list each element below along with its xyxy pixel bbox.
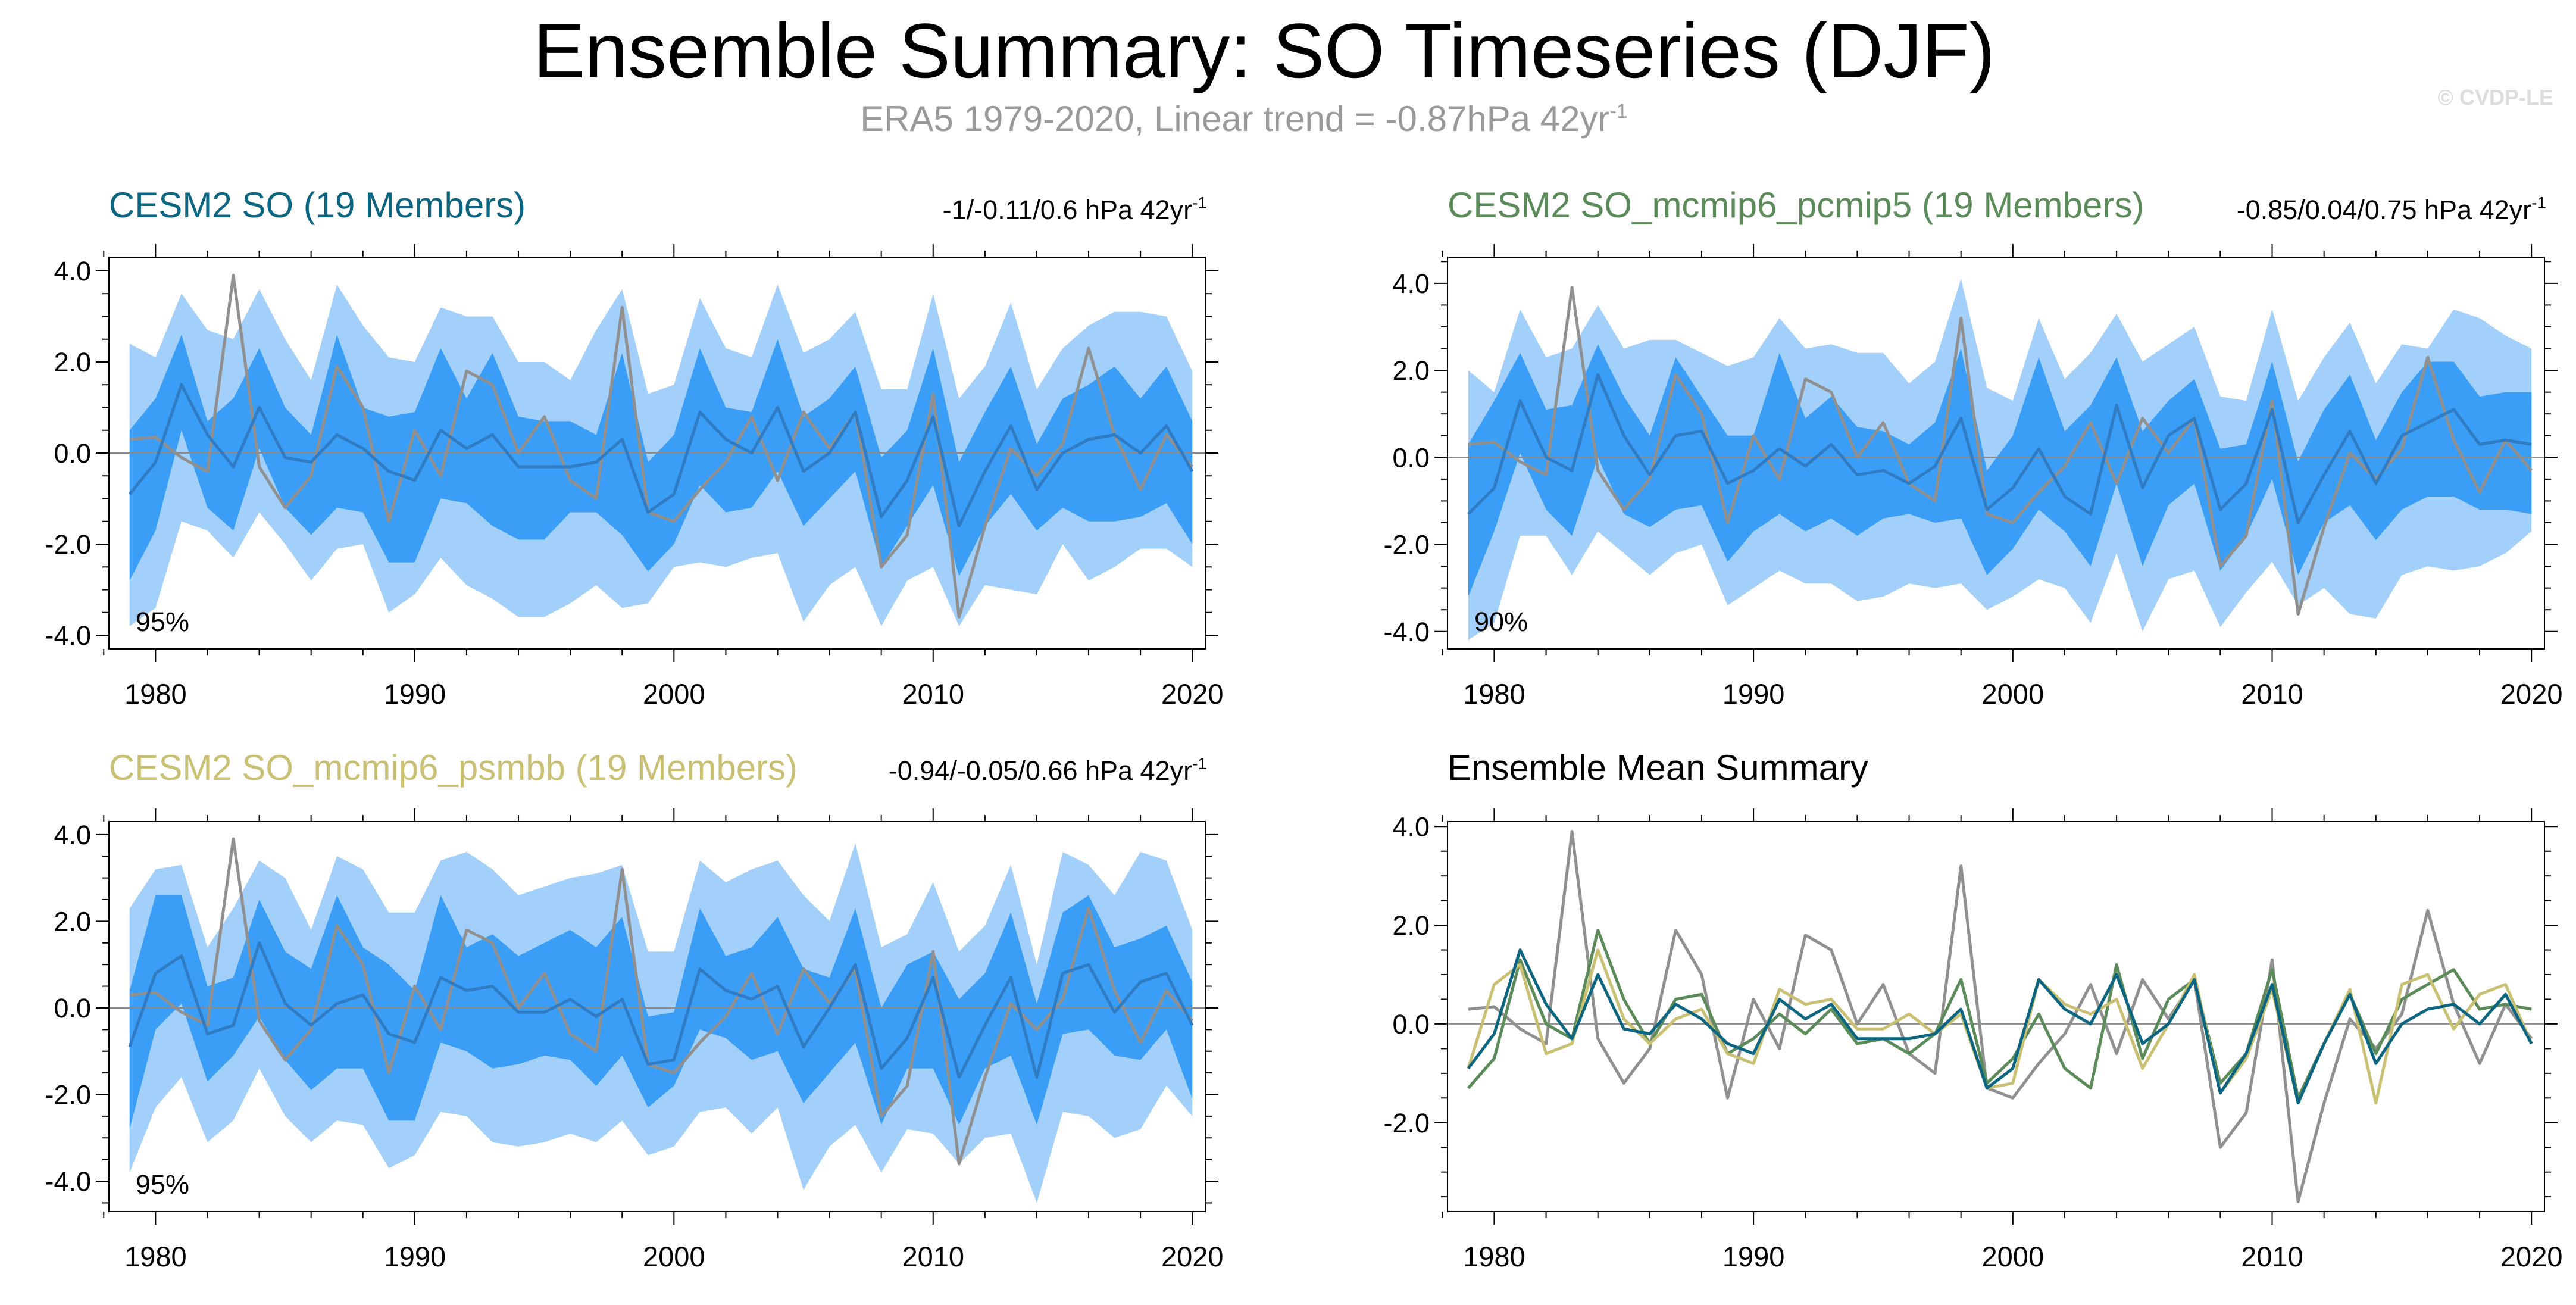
panel-title-p4: Ensemble Mean Summary <box>1448 748 1868 788</box>
panel-title-p2: CESM2 SO_mcmip6_pcmip5 (19 Members) <box>1448 185 2144 225</box>
y-tick-label: -2.0 <box>1383 530 1430 560</box>
percentile-label: 90% <box>1474 607 1528 637</box>
y-tick-label: 2.0 <box>54 906 91 936</box>
panel-trend-p1: -1/-0.11/0.6 hPa 42yr-1 <box>943 193 1207 225</box>
x-tick-label: 1980 <box>1463 1241 1525 1272</box>
inner-spread-band <box>129 335 1193 581</box>
x-tick-label: 1990 <box>1722 1241 1785 1272</box>
x-tick-label: 2010 <box>902 678 964 710</box>
trend-text-p3: -0.94/-0.05/0.66 hPa 42yr <box>889 755 1192 786</box>
y-tick-label: 0.0 <box>1392 1009 1430 1039</box>
panel-title-p3: CESM2 SO_mcmip6_psmbb (19 Members) <box>109 748 798 788</box>
y-tick-label: 0.0 <box>54 993 91 1023</box>
watermark: © CVDP-LE <box>2437 85 2553 110</box>
trend-text-p1: -1/-0.11/0.6 hPa 42yr <box>943 195 1192 225</box>
percentile-label: 95% <box>136 607 189 637</box>
x-tick-label: 2000 <box>643 1241 705 1272</box>
x-tick-label: 2020 <box>2500 678 2563 710</box>
chart-panel-cesm2-psmbb: 4.0 2.0 0.0 -2.0 -4.0 1980 1990 2000 2010 2020 95% <box>45 808 1224 1272</box>
x-tick-label: 2000 <box>1982 678 2044 710</box>
y-tick-label: 2.0 <box>1392 910 1430 941</box>
y-tick-label: -2.0 <box>45 1080 91 1110</box>
x-tick-label: 2020 <box>1161 678 1224 710</box>
series-line-3 <box>1467 948 2533 1105</box>
trend-text-p2: -0.85/0.04/0.75 hPa 42yr <box>2237 195 2531 225</box>
trend-sup-p1: -1 <box>1192 193 1207 212</box>
trend-sup-p3: -1 <box>1192 754 1207 773</box>
panel-trend-p2: -0.85/0.04/0.75 hPa 42yr-1 <box>2237 193 2546 225</box>
plot-frame <box>1447 821 2545 1212</box>
chart-panel-cesm2-pcmip5: 4.0 2.0 0.0 -2.0 -4.0 1980 1990 2000 2010 2020 90% <box>1383 244 2562 710</box>
panel-title-p1: CESM2 SO (19 Members) <box>109 185 526 225</box>
chart-panel-cesm2-so: 4.0 2.0 0.0 -2.0 -4.0 1980 1990 2000 2010 2020 95% <box>45 244 1224 710</box>
series-line-0 <box>1468 830 2533 1203</box>
y-tick-label: -4.0 <box>45 1166 91 1197</box>
y-tick-label: 0.0 <box>54 438 91 469</box>
observed-line <box>129 837 1194 1166</box>
ensemble-mean-line <box>128 383 1194 527</box>
subtitle-superscript: -1 <box>1609 100 1627 123</box>
x-tick-label: 1990 <box>384 678 446 710</box>
observed-line <box>129 274 1194 619</box>
y-tick-label: 2.0 <box>1392 355 1430 386</box>
x-tick-label: 1980 <box>124 678 187 710</box>
x-tick-label: 1980 <box>124 1241 187 1272</box>
x-tick-label: 2010 <box>2241 678 2303 710</box>
x-tick-label: 2000 <box>643 678 705 710</box>
y-tick-label: 4.0 <box>54 256 91 286</box>
plot-frame <box>1447 257 2545 650</box>
x-tick-label: 1990 <box>1722 678 1785 710</box>
inner-spread-band <box>129 895 1193 1129</box>
figure-subtitle: ERA5 1979-2020, Linear trend = -0.87hPa … <box>860 99 1627 139</box>
figure-title: Ensemble Summary: SO Timeseries (DJF) <box>533 7 1995 94</box>
inner-spread-band <box>1468 344 2532 597</box>
x-tick-label: 2010 <box>902 1241 964 1272</box>
trend-sup-p2: -1 <box>2531 193 2546 212</box>
y-tick-label: -2.0 <box>1383 1108 1430 1138</box>
chart-panel-ensemble-mean-summary: 4.0 2.0 0.0 -2.0 1980 1990 2000 2010 2020 <box>1383 808 2562 1272</box>
x-tick-label: 2020 <box>2500 1241 2563 1272</box>
x-tick-label: 2010 <box>2241 1241 2303 1272</box>
plot-frame <box>108 821 1206 1212</box>
y-tick-label: 0.0 <box>1392 442 1430 473</box>
x-tick-label: 2000 <box>1982 1241 2044 1272</box>
y-tick-label: 2.0 <box>54 347 91 377</box>
y-tick-label: -4.0 <box>45 620 91 651</box>
ensemble-mean-line <box>1467 373 2532 525</box>
observed-line <box>1468 286 2533 616</box>
y-tick-label: -2.0 <box>45 529 91 560</box>
x-tick-label: 1990 <box>384 1241 446 1272</box>
panel-trend-p3: -0.94/-0.05/0.66 hPa 42yr-1 <box>889 754 1207 786</box>
x-tick-label: 2020 <box>1161 1241 1224 1272</box>
y-tick-label: 4.0 <box>1392 811 1430 842</box>
series-line-1 <box>1467 928 2532 1100</box>
y-tick-label: -4.0 <box>1383 617 1430 647</box>
subtitle-text: ERA5 1979-2020, Linear trend = -0.87hPa … <box>860 99 1609 139</box>
ensemble-mean-line <box>128 941 1194 1079</box>
y-tick-label: 4.0 <box>1392 269 1430 299</box>
x-tick-label: 1980 <box>1463 678 1525 710</box>
percentile-label: 95% <box>136 1169 189 1200</box>
y-tick-label: 4.0 <box>54 820 91 850</box>
